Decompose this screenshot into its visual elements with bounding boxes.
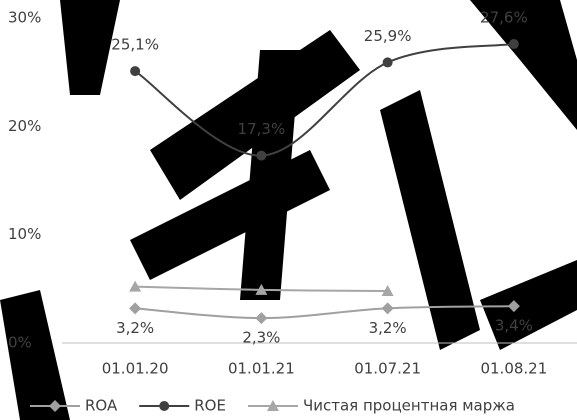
x-tick-label: 01.07.21 xyxy=(354,360,421,378)
legend-label: ROE xyxy=(194,397,226,415)
data-label: 3,2% xyxy=(116,319,154,337)
chart: 0% 10% 20% 30% 01.01.20 01.01.21 01.07.21 01.08… xyxy=(0,0,577,420)
data-point xyxy=(130,66,140,76)
watermark-stroke xyxy=(380,90,480,350)
legend-label: ROA xyxy=(85,397,118,415)
data-label: 3,4% xyxy=(495,317,533,335)
y-tick-label: 0% xyxy=(8,334,32,352)
data-label: 27,6% xyxy=(480,9,528,27)
legend-label: Чистая процентная маржа xyxy=(303,397,515,415)
data-point xyxy=(382,302,394,314)
x-tick-label: 01.01.21 xyxy=(228,360,295,378)
watermark xyxy=(0,0,577,420)
legend-marker xyxy=(159,401,169,411)
x-tick-label: 01.08.21 xyxy=(480,360,547,378)
watermark-stroke xyxy=(480,260,577,350)
data-label: 2,3% xyxy=(242,329,280,347)
y-tick-label: 20% xyxy=(8,117,41,135)
data-label: 25,1% xyxy=(111,36,159,54)
data-label: 25,9% xyxy=(364,27,412,45)
data-point xyxy=(255,312,267,324)
data-point xyxy=(129,302,141,314)
y-tick-label: 30% xyxy=(8,9,41,27)
data-label: 17,3% xyxy=(238,120,286,138)
watermark-stroke xyxy=(0,290,70,420)
data-point xyxy=(256,151,266,161)
data-label: 3,2% xyxy=(369,319,407,337)
data-point xyxy=(383,57,393,67)
y-tick-label: 10% xyxy=(8,225,41,243)
x-tick-label: 01.01.20 xyxy=(102,360,169,378)
data-point xyxy=(509,39,519,49)
watermark-stroke xyxy=(130,150,330,280)
